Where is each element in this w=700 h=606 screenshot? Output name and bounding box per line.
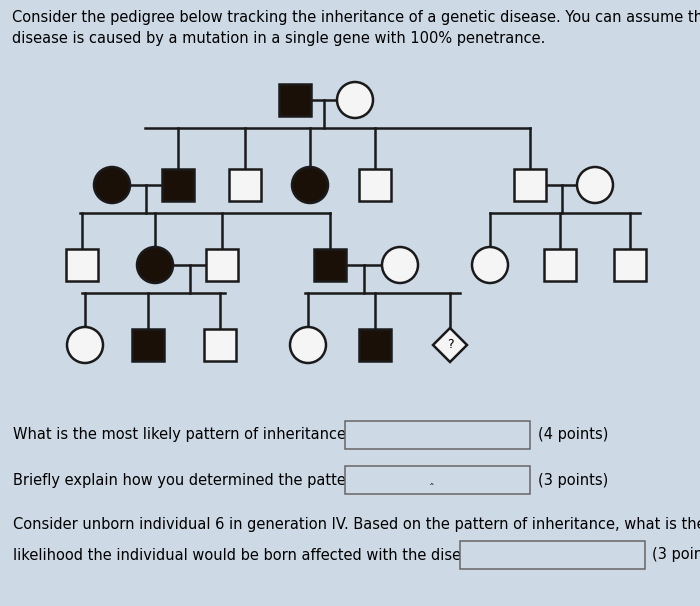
Text: (3 points): (3 points)	[538, 473, 608, 487]
Circle shape	[382, 247, 418, 283]
Circle shape	[290, 327, 326, 363]
Circle shape	[337, 82, 373, 118]
Text: ?: ?	[447, 339, 454, 351]
Bar	[359, 329, 391, 361]
Circle shape	[577, 167, 613, 203]
Circle shape	[292, 167, 328, 203]
Polygon shape	[433, 328, 467, 362]
Text: (3 points): (3 points)	[652, 547, 700, 562]
Bar	[359, 169, 391, 201]
Bar	[544, 249, 576, 281]
Text: (4 points): (4 points)	[538, 427, 608, 442]
Bar	[314, 249, 346, 281]
Circle shape	[94, 167, 130, 203]
FancyBboxPatch shape	[460, 541, 645, 569]
Text: Briefly explain how you determined the pattern.: Briefly explain how you determined the p…	[13, 473, 366, 487]
Bar	[132, 329, 164, 361]
Circle shape	[472, 247, 508, 283]
Text: likelihood the individual would be born affected with the disease?: likelihood the individual would be born …	[13, 547, 494, 562]
Circle shape	[67, 327, 103, 363]
Text: Consider the pedigree below tracking the inheritance of a genetic disease. You c: Consider the pedigree below tracking the…	[12, 10, 700, 46]
Text: ‸: ‸	[430, 475, 434, 485]
Bar	[162, 169, 194, 201]
Text: Consider unborn individual 6 in generation IV. Based on the pattern of inheritan: Consider unborn individual 6 in generati…	[13, 516, 700, 531]
FancyBboxPatch shape	[345, 466, 530, 494]
Bar	[229, 169, 261, 201]
Bar	[514, 169, 546, 201]
Text: What is the most likely pattern of inheritance?: What is the most likely pattern of inher…	[13, 427, 354, 442]
Circle shape	[137, 247, 173, 283]
FancyBboxPatch shape	[345, 421, 530, 449]
Bar	[204, 329, 236, 361]
Bar	[66, 249, 98, 281]
Bar	[614, 249, 646, 281]
Bar	[206, 249, 238, 281]
Bar	[279, 84, 311, 116]
